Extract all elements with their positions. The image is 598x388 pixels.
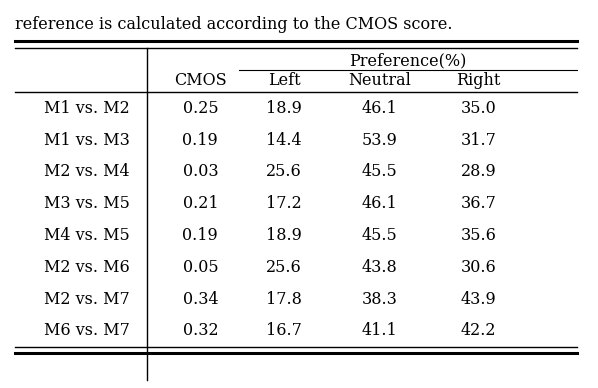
Text: M2 vs. M4: M2 vs. M4 bbox=[44, 163, 130, 180]
Text: M1 vs. M2: M1 vs. M2 bbox=[44, 100, 130, 117]
Text: Preference(%): Preference(%) bbox=[349, 52, 466, 69]
Text: 25.6: 25.6 bbox=[266, 259, 302, 276]
Text: 18.9: 18.9 bbox=[266, 100, 302, 117]
Text: 0.21: 0.21 bbox=[182, 195, 218, 212]
Text: Left: Left bbox=[268, 72, 300, 89]
Text: CMOS: CMOS bbox=[174, 72, 227, 89]
Text: 17.8: 17.8 bbox=[266, 291, 302, 308]
Text: 16.7: 16.7 bbox=[266, 322, 302, 340]
Text: 53.9: 53.9 bbox=[362, 132, 398, 149]
Text: 0.03: 0.03 bbox=[182, 163, 218, 180]
Text: M2 vs. M6: M2 vs. M6 bbox=[44, 259, 130, 276]
Text: 41.1: 41.1 bbox=[362, 322, 398, 340]
Text: 43.9: 43.9 bbox=[460, 291, 496, 308]
Text: M1 vs. M3: M1 vs. M3 bbox=[44, 132, 130, 149]
Text: 0.25: 0.25 bbox=[182, 100, 218, 117]
Text: 43.8: 43.8 bbox=[362, 259, 398, 276]
Text: 17.2: 17.2 bbox=[266, 195, 302, 212]
Text: 45.5: 45.5 bbox=[362, 163, 398, 180]
Text: 0.05: 0.05 bbox=[182, 259, 218, 276]
Text: 36.7: 36.7 bbox=[460, 195, 496, 212]
Text: 42.2: 42.2 bbox=[460, 322, 496, 340]
Text: reference is calculated according to the CMOS score.: reference is calculated according to the… bbox=[15, 16, 453, 33]
Text: 28.9: 28.9 bbox=[460, 163, 496, 180]
Text: M6 vs. M7: M6 vs. M7 bbox=[44, 322, 130, 340]
Text: 0.32: 0.32 bbox=[182, 322, 218, 340]
Text: 45.5: 45.5 bbox=[362, 227, 398, 244]
Text: 31.7: 31.7 bbox=[460, 132, 496, 149]
Text: 0.19: 0.19 bbox=[182, 132, 218, 149]
Text: 0.34: 0.34 bbox=[182, 291, 218, 308]
Text: 38.3: 38.3 bbox=[362, 291, 398, 308]
Text: 46.1: 46.1 bbox=[362, 195, 398, 212]
Text: 14.4: 14.4 bbox=[266, 132, 302, 149]
Text: M4 vs. M5: M4 vs. M5 bbox=[44, 227, 130, 244]
Text: 46.1: 46.1 bbox=[362, 100, 398, 117]
Text: Right: Right bbox=[456, 72, 501, 89]
Text: 18.9: 18.9 bbox=[266, 227, 302, 244]
Text: Neutral: Neutral bbox=[348, 72, 411, 89]
Text: 35.0: 35.0 bbox=[460, 100, 496, 117]
Text: 30.6: 30.6 bbox=[460, 259, 496, 276]
Text: M2 vs. M7: M2 vs. M7 bbox=[44, 291, 130, 308]
Text: 0.19: 0.19 bbox=[182, 227, 218, 244]
Text: 35.6: 35.6 bbox=[460, 227, 496, 244]
Text: 25.6: 25.6 bbox=[266, 163, 302, 180]
Text: M3 vs. M5: M3 vs. M5 bbox=[44, 195, 130, 212]
